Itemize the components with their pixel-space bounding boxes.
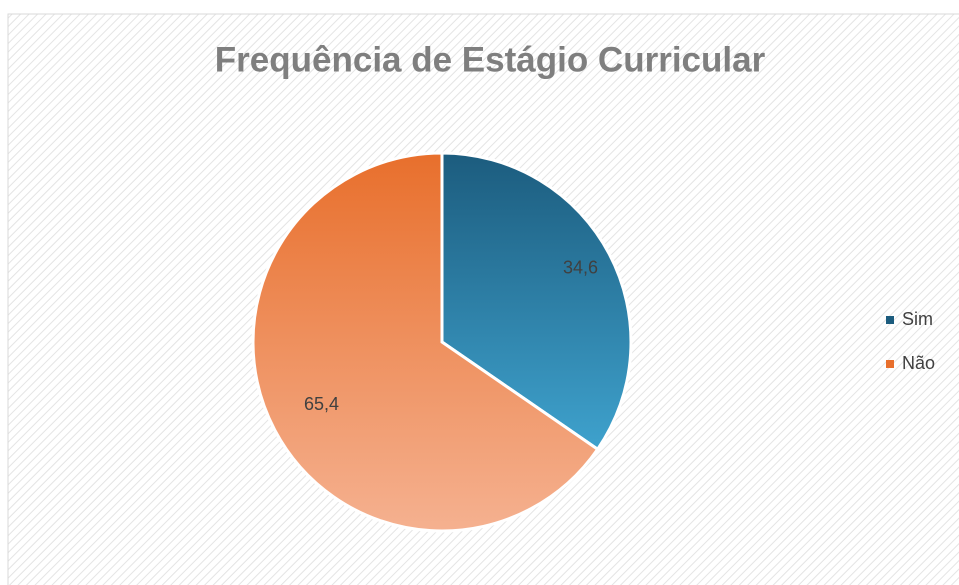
- pie-slice: [251, 151, 600, 533]
- data-label: 65,4: [304, 394, 339, 414]
- legend-swatch: [886, 360, 894, 368]
- data-label: 34,6: [563, 257, 598, 277]
- legend-swatch: [886, 316, 894, 324]
- chart-title: Frequência de Estágio Curricular: [215, 40, 766, 79]
- pie-slice: [440, 151, 633, 452]
- legend-label: Sim: [902, 309, 933, 329]
- legend-label: Não: [902, 353, 935, 373]
